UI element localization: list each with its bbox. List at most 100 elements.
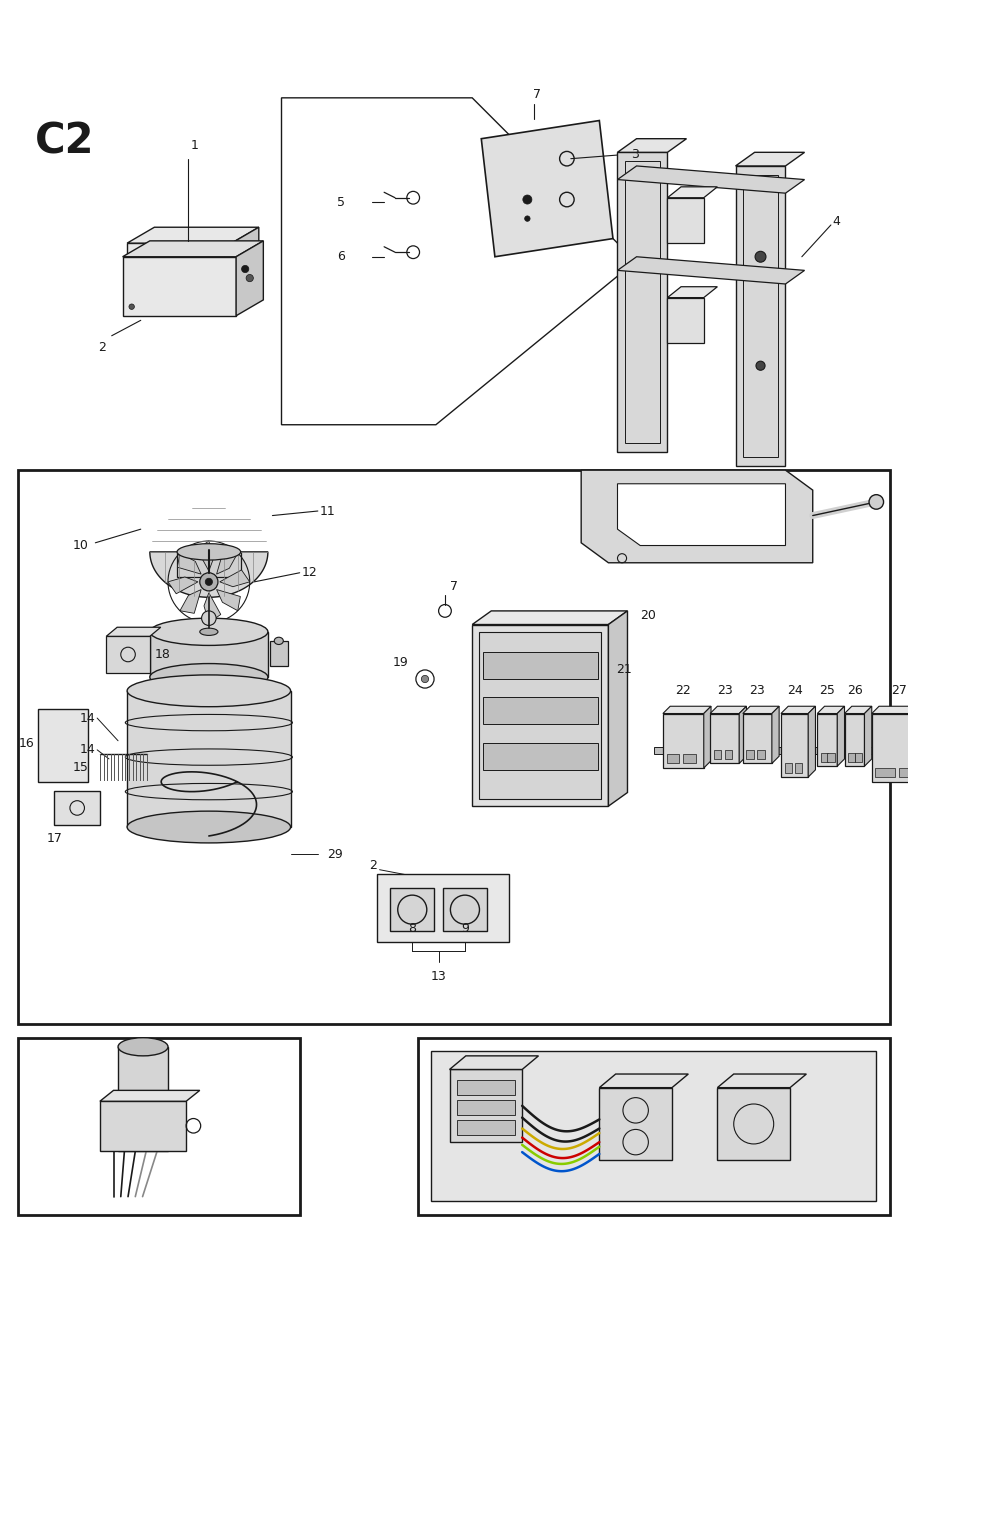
- Bar: [450, 1069, 522, 1143]
- Circle shape: [200, 573, 218, 591]
- Bar: [118, 1046, 168, 1150]
- Bar: [38, 710, 88, 782]
- Text: 7: 7: [450, 581, 458, 593]
- Bar: [781, 714, 808, 777]
- Polygon shape: [232, 227, 259, 312]
- Polygon shape: [617, 484, 785, 545]
- Polygon shape: [127, 243, 232, 312]
- Polygon shape: [617, 257, 805, 284]
- Polygon shape: [450, 1055, 538, 1069]
- Text: 2: 2: [98, 341, 106, 355]
- Polygon shape: [204, 593, 221, 622]
- Text: C2: C2: [35, 120, 94, 163]
- Bar: [54, 791, 100, 825]
- Circle shape: [756, 361, 765, 370]
- Polygon shape: [236, 241, 263, 316]
- Text: 25: 25: [819, 684, 835, 697]
- Circle shape: [525, 217, 530, 221]
- Bar: [743, 714, 772, 763]
- Circle shape: [755, 252, 766, 263]
- Bar: [390, 888, 434, 931]
- Ellipse shape: [200, 628, 218, 636]
- Polygon shape: [180, 590, 201, 613]
- Polygon shape: [743, 707, 779, 714]
- Bar: [848, 753, 855, 762]
- Bar: [106, 636, 150, 673]
- Bar: [785, 763, 792, 773]
- Polygon shape: [704, 707, 711, 768]
- Polygon shape: [123, 257, 236, 316]
- Text: 14: 14: [80, 711, 95, 725]
- Text: 22: 22: [675, 684, 691, 697]
- Polygon shape: [150, 551, 268, 598]
- Polygon shape: [663, 707, 711, 714]
- Text: 7: 7: [533, 88, 541, 100]
- Bar: [710, 714, 739, 763]
- Polygon shape: [472, 625, 608, 806]
- Polygon shape: [667, 287, 717, 298]
- Ellipse shape: [150, 664, 268, 691]
- Bar: [683, 754, 696, 763]
- Bar: [457, 1080, 515, 1095]
- Polygon shape: [837, 707, 845, 766]
- Polygon shape: [599, 1074, 688, 1087]
- Text: 27: 27: [891, 684, 907, 697]
- Text: 26: 26: [847, 684, 862, 697]
- Ellipse shape: [150, 617, 268, 645]
- Bar: [177, 551, 241, 578]
- Bar: [667, 754, 679, 763]
- Polygon shape: [926, 707, 934, 782]
- Bar: [725, 750, 732, 759]
- Polygon shape: [736, 166, 785, 465]
- Polygon shape: [138, 252, 224, 304]
- Text: 23: 23: [717, 684, 733, 697]
- Bar: [817, 714, 837, 766]
- Text: 17: 17: [47, 831, 62, 845]
- Polygon shape: [617, 166, 805, 194]
- Bar: [377, 874, 509, 943]
- Text: 24: 24: [787, 684, 802, 697]
- Bar: [717, 1087, 790, 1160]
- Circle shape: [205, 578, 212, 585]
- Bar: [599, 1087, 672, 1160]
- Text: 9: 9: [461, 922, 469, 935]
- Bar: [746, 750, 754, 759]
- Text: 4: 4: [833, 215, 841, 227]
- Bar: [899, 768, 919, 777]
- Text: 19: 19: [393, 656, 409, 670]
- Polygon shape: [617, 138, 687, 152]
- Polygon shape: [481, 120, 613, 257]
- Polygon shape: [127, 227, 259, 243]
- Text: 12: 12: [301, 567, 317, 579]
- Polygon shape: [123, 241, 263, 257]
- Ellipse shape: [274, 637, 283, 645]
- Bar: [418, 1038, 890, 1215]
- Polygon shape: [710, 707, 746, 714]
- Bar: [457, 1100, 515, 1115]
- Polygon shape: [940, 702, 999, 711]
- Text: 5: 5: [337, 195, 345, 209]
- Text: 1: 1: [190, 140, 198, 152]
- Bar: [827, 753, 835, 762]
- Text: 10: 10: [72, 539, 88, 551]
- Ellipse shape: [177, 544, 241, 561]
- Polygon shape: [781, 707, 815, 714]
- Polygon shape: [217, 590, 240, 611]
- Polygon shape: [100, 1091, 200, 1101]
- Polygon shape: [608, 611, 627, 806]
- Text: 11: 11: [320, 504, 335, 518]
- Polygon shape: [817, 707, 845, 714]
- Polygon shape: [739, 707, 746, 763]
- Circle shape: [129, 304, 134, 309]
- Text: 13: 13: [431, 969, 446, 983]
- Polygon shape: [667, 187, 717, 198]
- Circle shape: [246, 275, 253, 281]
- Polygon shape: [808, 707, 815, 777]
- Polygon shape: [168, 578, 198, 594]
- Text: 6: 6: [337, 250, 345, 263]
- Text: 3: 3: [631, 147, 639, 161]
- Bar: [714, 750, 721, 759]
- Circle shape: [523, 195, 532, 204]
- Bar: [872, 714, 926, 782]
- Bar: [18, 1038, 300, 1215]
